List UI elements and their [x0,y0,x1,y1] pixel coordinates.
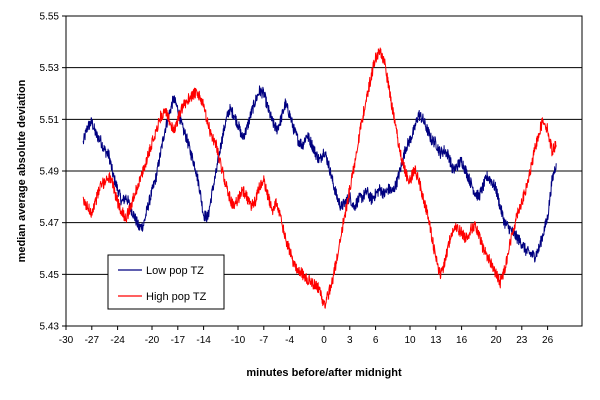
x-tick-label: -20 [145,335,160,346]
x-tick-label: -27 [85,335,100,346]
x-tick-label: 23 [516,335,528,346]
x-tick-label: -30 [59,335,74,346]
x-tick-label: 26 [542,335,554,346]
legend-label-low-pop: Low pop TZ [146,265,204,277]
y-axis-title: median average absolute deviation [16,79,28,262]
x-tick-label: 0 [321,335,327,346]
plot-area-border [65,15,583,327]
x-tick-label: 16 [456,335,468,346]
legend: Low pop TZ High pop TZ [107,254,225,310]
y-tick-label: 5.43 [40,322,60,333]
y-tick-label: 5.47 [40,218,60,229]
legend-label-high-pop: High pop TZ [146,291,207,303]
series-line-high-pop-tz [82,47,557,309]
x-tick-label: 3 [347,335,353,346]
x-tick-label: 10 [404,335,416,346]
x-tick-label: -10 [231,335,246,346]
y-tick-label: 5.53 [40,63,60,74]
x-axis-ticks: -30 -27 -24 -20 -17 -14 -10 -7 -4 0 3 6 10 13 16 20 23 26 [59,326,554,346]
x-tick-label: -7 [259,335,268,346]
y-tick-label: 5.45 [40,270,60,281]
y-tick-label: 5.49 [40,167,60,178]
x-tick-label: -24 [110,335,125,346]
x-axis-title: minutes before/after midnight [246,367,402,379]
y-axis-ticks: 5.43 5.45 5.47 5.49 5.51 5.53 5.55 [40,12,66,333]
x-tick-label: 13 [430,335,442,346]
series-layer [82,47,557,309]
x-tick-label: 6 [373,335,379,346]
x-tick-label: -17 [171,335,186,346]
x-tick-label: -14 [196,335,211,346]
legend-box [107,254,225,310]
y-tick-label: 5.51 [40,115,60,126]
series-line-low-pop-tz [82,85,557,263]
x-tick-label: 20 [490,335,502,346]
x-tick-label: -4 [285,335,294,346]
y-tick-label: 5.55 [40,12,60,23]
